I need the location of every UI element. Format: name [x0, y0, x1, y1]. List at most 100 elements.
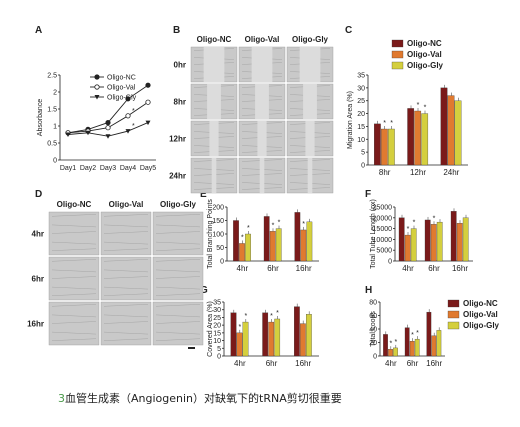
caption-text: 血管生成素（Angiogenin）对缺氧下的tRNA剪切很重要 — [65, 392, 342, 405]
scratch-gap — [307, 158, 313, 193]
x-label-A-Day1: Day1 — [60, 165, 76, 172]
micrograph-texture — [51, 314, 97, 318]
ytick-label-G: 15 — [213, 330, 221, 337]
scratch-gap — [303, 84, 317, 119]
point-Oligo-NC — [105, 120, 111, 126]
micrograph-texture — [155, 231, 201, 234]
x-label-A-Day4: Day4 — [120, 165, 136, 172]
y-axis-title-F: Total Tube Length (px) — [370, 199, 377, 269]
x-label-C-8hr: 8hr — [379, 168, 391, 177]
y-axis-title-G: Covered Area (%) — [207, 301, 214, 357]
significance-mark-G: * — [238, 324, 241, 331]
bar-F-6hr-Oligo-Gly — [436, 221, 443, 262]
legend-label-C-Oligo-Gly: Oligo-Gly — [407, 61, 444, 70]
bar-F-4hr-Oligo-NC — [398, 217, 405, 262]
legend-marker-A — [94, 74, 100, 80]
significance-mark-C: * — [424, 105, 427, 112]
legend-marker-A — [94, 84, 100, 90]
x-label-G-16hr: 16hr — [295, 359, 311, 368]
significance-mark-H: * — [416, 330, 419, 337]
panel-letter-a: A — [35, 25, 42, 36]
ytick-label-E: 150 — [212, 218, 224, 225]
caption-number: 3 — [58, 392, 65, 405]
scratch-gap — [259, 158, 265, 193]
legend-label-H-Oligo-Gly: Oligo-Gly — [463, 321, 500, 330]
ytick-label-F: 25000 — [373, 205, 393, 212]
legend-marker-A — [94, 95, 100, 100]
micrograph-texture — [51, 331, 97, 335]
micrograph-texture — [155, 224, 201, 228]
legend-label-C-Oligo-NC: Oligo-NC — [407, 39, 442, 48]
point-Oligo-Gly — [105, 134, 111, 139]
micrograph-texture — [155, 259, 201, 262]
row-label-D-6hr: 6hr — [32, 275, 44, 284]
ytick-label-A: 2 — [53, 90, 57, 97]
bar-E-6hr-Oligo-Gly — [275, 228, 282, 262]
ytick-label-F: 10000 — [373, 237, 393, 244]
ytick-label-C: 10 — [357, 137, 365, 144]
legend-swatch-C — [391, 50, 404, 59]
ytick-label-A: 1 — [53, 124, 57, 131]
ytick-label-G: 35 — [213, 300, 221, 307]
micrograph-texture — [155, 338, 201, 341]
ytick-label-H: 60 — [369, 313, 377, 320]
micrograph-texture — [155, 321, 201, 324]
panel-letter-d: D — [35, 189, 42, 200]
x-label-G-4hr: 4hr — [234, 359, 246, 368]
micrograph-texture — [51, 231, 97, 234]
bar-G-16hr-Oligo-Val — [300, 323, 306, 357]
micrograph-texture — [51, 304, 97, 307]
significance-mark-C: * — [390, 120, 393, 127]
point-Oligo-Val — [105, 125, 111, 131]
scratch-gap — [209, 121, 219, 156]
bar-H-16hr-Oligo-Gly — [436, 330, 442, 357]
ytick-label-E: 100 — [212, 232, 224, 239]
bar-G-4hr-Oligo-Gly — [242, 321, 249, 357]
scratch-gap — [255, 84, 269, 119]
bar-H-4hr-Oligo-Gly — [393, 347, 398, 357]
micrograph-texture — [155, 304, 201, 307]
bar-G-6hr-Oligo-Val — [268, 321, 275, 357]
bar-E-4hr-Oligo-Val — [239, 243, 245, 262]
bar-G-6hr-Oligo-Gly — [274, 318, 281, 357]
bar-H-4hr-Oligo-NC — [383, 334, 388, 357]
micrograph-texture — [103, 269, 149, 273]
legend-label-A-Oligo-NC: Oligo-NC — [107, 75, 136, 82]
x-label-F-16hr: 16hr — [452, 264, 468, 273]
x-label-G-6hr: 6hr — [266, 359, 278, 368]
point-Oligo-Gly — [145, 120, 151, 126]
significance-mark-A: * — [132, 108, 135, 115]
column-header-B-Oligo-NC: Oligo-NC — [197, 35, 232, 44]
micrograph-texture — [103, 304, 149, 307]
micrograph-texture — [155, 293, 201, 296]
ytick-label-F: 0 — [388, 259, 392, 266]
significance-mark-H: * — [411, 332, 414, 339]
bar-F-16hr-Oligo-Gly — [462, 217, 469, 262]
ytick-label-H: 80 — [369, 300, 377, 307]
micrograph-texture — [51, 241, 97, 245]
bar-G-16hr-Oligo-Gly — [306, 314, 312, 357]
micrograph-texture — [155, 276, 201, 279]
micrograph-texture — [103, 214, 149, 217]
x-label-E-16hr: 16hr — [296, 264, 312, 273]
column-header-B-Oligo-Gly: Oligo-Gly — [292, 35, 329, 44]
micrograph-texture — [51, 286, 97, 290]
bar-F-16hr-Oligo-Val — [456, 223, 463, 262]
ytick-label-F: 5000 — [376, 248, 392, 255]
panel-letter-c: C — [345, 25, 352, 36]
x-label-H-6hr: 6hr — [407, 359, 419, 368]
legend-label-C-Oligo-Val: Oligo-Val — [407, 50, 442, 59]
micrograph-texture — [103, 224, 149, 228]
ytick-label-C: 20 — [357, 111, 365, 118]
point-Oligo-NC — [125, 96, 131, 102]
micrograph-texture — [51, 293, 97, 296]
micrograph-texture — [103, 286, 149, 290]
micrograph-texture — [155, 248, 201, 251]
ytick-label-G: 10 — [213, 338, 221, 345]
ytick-label-E: 0 — [220, 259, 224, 266]
legend-label-A-Oligo-Val: Oligo-Val — [107, 85, 136, 92]
bar-G-4hr-Oligo-NC — [230, 312, 237, 357]
ytick-label-C: 30 — [357, 85, 365, 92]
x-label-C-12hr: 12hr — [410, 168, 426, 177]
